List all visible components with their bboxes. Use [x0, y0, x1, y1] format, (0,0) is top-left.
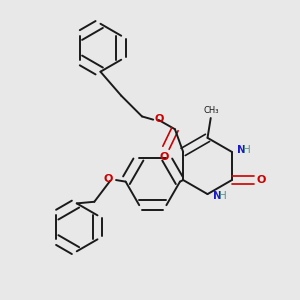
- Text: N: N: [237, 145, 246, 155]
- Text: N: N: [213, 191, 221, 201]
- Text: O: O: [256, 175, 266, 185]
- Text: O: O: [103, 174, 113, 184]
- Text: CH₃: CH₃: [204, 106, 219, 115]
- Text: H: H: [243, 145, 251, 155]
- Text: H: H: [219, 191, 227, 201]
- Text: O: O: [154, 114, 164, 124]
- Text: O: O: [160, 152, 169, 162]
